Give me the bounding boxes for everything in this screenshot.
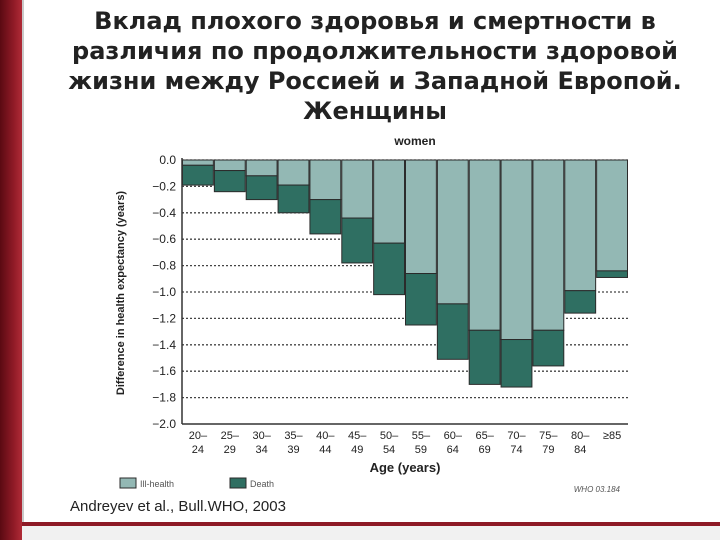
chart-title: women <box>393 134 435 148</box>
bar-death <box>405 273 437 326</box>
bar-death <box>468 329 501 385</box>
y-tick-label: −2.0 <box>152 417 176 431</box>
stripe-divider <box>22 0 24 540</box>
y-axis-label: Difference in health expectancy (years) <box>115 191 127 396</box>
x-tick-label: 20– <box>189 430 208 442</box>
x-tick-labels: 20– 24 25– 29 30– 34 35– 39 40– 44 45– 49 50– 54 55– 59… <box>189 430 621 456</box>
bar-death <box>277 184 310 214</box>
x-tick-label: 29 <box>224 444 236 456</box>
bar-death <box>213 170 246 193</box>
x-tick-label: 60– <box>444 430 463 442</box>
x-tick-label: 24 <box>192 444 204 456</box>
x-tick-label: 25– <box>221 430 240 442</box>
y-tick-label: 0.0 <box>159 153 176 167</box>
bar-ill-health <box>182 159 214 166</box>
x-tick-label: 70– <box>507 430 526 442</box>
x-tick-label: ≥85 <box>603 430 621 442</box>
bar-death <box>436 303 469 360</box>
source-note: WHO 03.184 <box>574 485 621 494</box>
y-tick-label: −0.8 <box>152 259 176 273</box>
x-tick-label: 79 <box>542 444 554 456</box>
x-tick-label: 39 <box>287 444 299 456</box>
bar-death <box>564 290 597 314</box>
legend-label: Death <box>250 479 274 489</box>
bar-ill-health <box>277 159 310 186</box>
x-tick-label: 45– <box>348 430 367 442</box>
bar-ill-health <box>245 159 278 177</box>
y-tick-label: −0.6 <box>152 232 176 246</box>
y-tick-labels: 0.0 −0.2 −0.4 −0.6 −0.8 −1.0 −1.2 −1.4 −1.6 −1.8 −… <box>152 153 176 431</box>
citation: Andreyev et al., Bull.WHO, 2003 <box>70 498 286 515</box>
y-tick-label: −1.0 <box>152 285 176 299</box>
bar-ill-health <box>500 159 533 341</box>
axes <box>181 158 628 425</box>
y-tick-label: −0.2 <box>152 179 176 193</box>
x-axis-label: Age (years) <box>370 460 441 475</box>
bar-death <box>245 175 278 201</box>
x-tick-label: 64 <box>447 444 459 456</box>
y-tick-label: −1.6 <box>152 364 176 378</box>
left-accent-stripe <box>0 0 22 540</box>
legend-swatch <box>229 477 247 489</box>
x-tick-label: 54 <box>383 444 395 456</box>
x-tick-label: 35– <box>284 430 303 442</box>
bar-ill-health <box>436 159 469 305</box>
x-tick-label: 59 <box>415 444 427 456</box>
bar-ill-health <box>532 159 565 331</box>
legend-swatch <box>119 477 137 489</box>
bar-ill-health <box>564 159 597 292</box>
bar-death <box>596 270 628 278</box>
bottom-strip <box>22 526 720 540</box>
bar-death <box>309 199 342 235</box>
x-tick-label: 55– <box>412 430 431 442</box>
bar-ill-health <box>596 159 628 272</box>
bar-death <box>532 329 565 367</box>
bar-ill-health <box>341 159 374 219</box>
bar-death <box>500 339 533 388</box>
bar-death <box>373 242 405 296</box>
x-tick-label: 80– <box>571 430 590 442</box>
x-tick-label: 34 <box>256 444 268 456</box>
bottom-accent-bar <box>22 522 720 526</box>
x-tick-label: 69 <box>479 444 491 456</box>
bar-ill-health <box>373 159 405 244</box>
y-tick-label: −1.2 <box>152 311 176 325</box>
x-tick-label: 30– <box>252 430 271 442</box>
x-tick-label: 49 <box>351 444 363 456</box>
legend: Ill-health Death <box>119 477 274 489</box>
x-tick-label: 75– <box>539 430 558 442</box>
health-expectancy-chart: women 0.0 −0.2 −0.4 −0.6 −0.8 −1.0 −1.2 −1.4 −1.… <box>115 134 628 494</box>
legend-label: Ill-health <box>140 479 174 489</box>
y-tick-label: −1.8 <box>152 391 176 405</box>
bars <box>182 159 628 388</box>
x-tick-label: 84 <box>574 444 586 456</box>
x-tick-label: 50– <box>380 430 399 442</box>
bar-ill-health <box>309 159 342 201</box>
bar-ill-health <box>213 159 246 172</box>
x-tick-label: 65– <box>475 430 494 442</box>
bar-death <box>182 164 214 186</box>
slide-title: Вклад плохого здоровья и смертности в ра… <box>68 7 682 125</box>
bar-ill-health <box>468 159 501 331</box>
x-tick-label: 40– <box>316 430 335 442</box>
bar-ill-health <box>405 159 437 275</box>
y-tick-label: −1.4 <box>152 338 176 352</box>
x-tick-label: 44 <box>319 444 331 456</box>
y-tick-label: −0.4 <box>152 206 176 220</box>
x-tick-label: 74 <box>510 444 522 456</box>
bar-death <box>341 217 374 264</box>
